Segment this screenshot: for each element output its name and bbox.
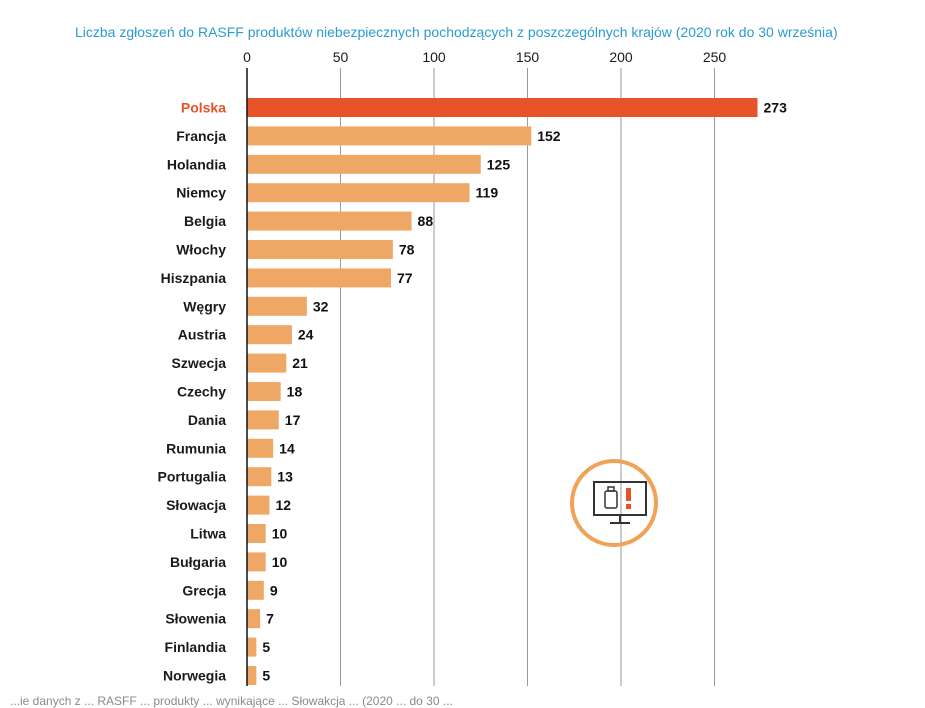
bar — [247, 637, 257, 657]
bar — [247, 410, 279, 430]
bar — [247, 154, 481, 174]
value-label: 273 — [764, 100, 788, 116]
value-label: 18 — [287, 384, 303, 400]
value-label: 5 — [262, 639, 270, 655]
value-label: 10 — [272, 554, 288, 570]
category-label: Dania — [188, 412, 226, 428]
category-label: Belgia — [184, 213, 226, 229]
bar — [247, 438, 274, 458]
bar — [247, 609, 261, 629]
value-label: 88 — [418, 213, 434, 229]
value-label: 21 — [292, 355, 308, 371]
category-label: Bułgaria — [170, 554, 226, 570]
value-label: 14 — [279, 440, 295, 456]
bar — [247, 580, 264, 600]
bar — [247, 467, 272, 487]
category-label: Austria — [178, 327, 226, 343]
value-label: 152 — [537, 128, 561, 144]
value-label: 125 — [487, 156, 511, 172]
bar — [247, 382, 281, 401]
bar — [247, 211, 412, 231]
x-tick-label: 100 — [422, 49, 446, 65]
source-footer: ...ie danych z ... RASFF ... produkty ..… — [10, 694, 453, 708]
monitor-alert-icon — [570, 459, 658, 547]
category-label: Polska — [181, 100, 226, 116]
bar — [247, 524, 266, 543]
bar — [247, 296, 307, 316]
bar — [247, 552, 266, 572]
category-label: Czechy — [177, 384, 226, 400]
bar — [247, 325, 292, 345]
value-label: 10 — [272, 526, 288, 542]
bar — [247, 353, 287, 373]
value-label: 78 — [399, 242, 415, 258]
category-label: Hiszpania — [161, 270, 227, 286]
bar — [247, 666, 257, 685]
bar — [247, 268, 391, 288]
category-label: Słowenia — [165, 611, 226, 627]
category-label: Rumunia — [166, 440, 226, 456]
value-label: 24 — [298, 327, 314, 343]
chart-title: Liczba zgłoszeń do RASFF produktów niebe… — [75, 24, 838, 40]
bar — [247, 183, 470, 203]
category-label: Holandia — [167, 156, 226, 172]
category-label: Litwa — [190, 526, 226, 542]
category-label: Finlandia — [165, 639, 227, 655]
value-label: 5 — [262, 668, 270, 684]
value-label: 17 — [285, 412, 301, 428]
value-label: 13 — [277, 469, 293, 485]
category-label: Słowacja — [166, 497, 226, 513]
category-label: Szwecja — [172, 355, 227, 371]
category-label: Norwegia — [163, 668, 226, 684]
category-label: Francja — [176, 128, 226, 144]
value-label: 119 — [476, 185, 499, 201]
bar — [247, 240, 393, 259]
x-tick-label: 200 — [609, 49, 633, 65]
bar — [247, 98, 758, 117]
category-label: Grecja — [182, 582, 226, 598]
x-tick-label: 0 — [243, 49, 251, 65]
category-label: Portugalia — [158, 469, 227, 485]
bar — [247, 495, 270, 515]
x-axis-ticks: 0 50 100 150 200 250 — [243, 49, 726, 65]
category-label: Włochy — [176, 242, 226, 258]
value-label: 77 — [397, 270, 413, 286]
value-label: 9 — [270, 582, 278, 598]
x-tick-label: 50 — [333, 49, 349, 65]
value-label: 32 — [313, 298, 329, 314]
x-tick-label: 250 — [703, 49, 727, 65]
value-label: 12 — [275, 497, 291, 513]
x-tick-label: 150 — [516, 49, 540, 65]
bar — [247, 126, 532, 146]
category-label: Węgry — [183, 298, 226, 314]
category-label: Niemcy — [176, 185, 226, 201]
value-label: 7 — [266, 611, 274, 627]
